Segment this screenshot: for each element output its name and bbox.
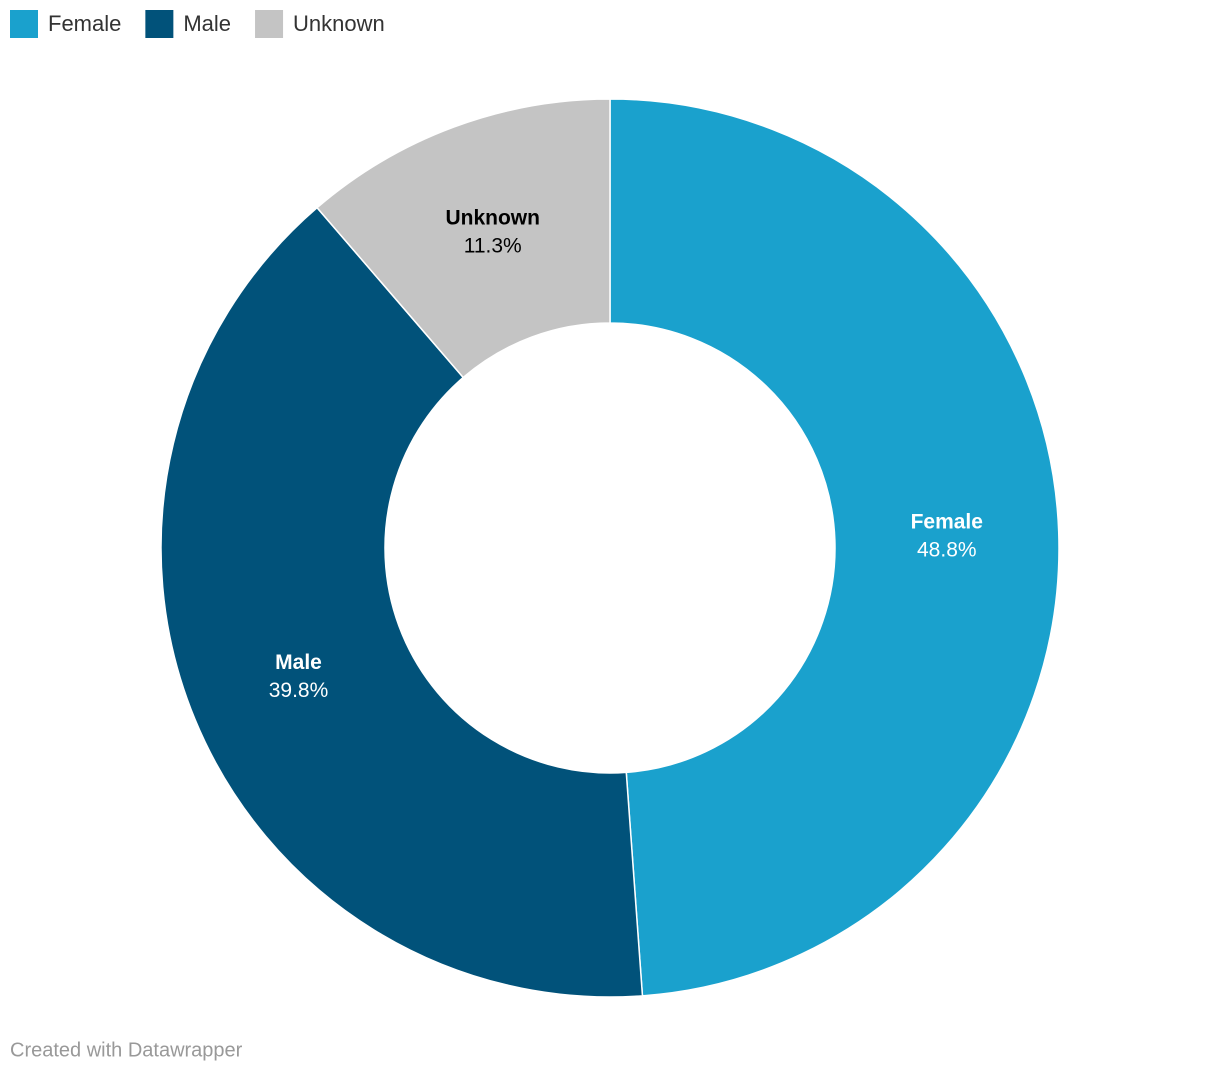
- slice: [609, 98, 1060, 997]
- slice: [160, 206, 644, 998]
- slices: [160, 98, 1060, 998]
- legend-label: Male: [183, 11, 231, 36]
- slice-name: Unknown: [445, 207, 540, 230]
- legend-swatch: [10, 10, 38, 38]
- slice-name: Male: [275, 651, 322, 674]
- labels: Female 48.8% Male 39.8% Unknown 11.3%: [269, 207, 983, 703]
- slice-value: 48.8%: [917, 538, 977, 561]
- legend: Female Male Unknown: [10, 10, 385, 38]
- slice: [316, 98, 611, 379]
- slice-value: 11.3%: [464, 235, 522, 258]
- slice-name: Female: [911, 510, 983, 533]
- legend-swatch: [255, 10, 284, 38]
- credit: Created with Datawrapper: [10, 1039, 243, 1061]
- legend-swatch: [145, 10, 174, 38]
- legend-label: Unknown: [293, 11, 385, 36]
- legend-label: Female: [48, 11, 121, 36]
- slice-value: 39.8%: [269, 679, 329, 702]
